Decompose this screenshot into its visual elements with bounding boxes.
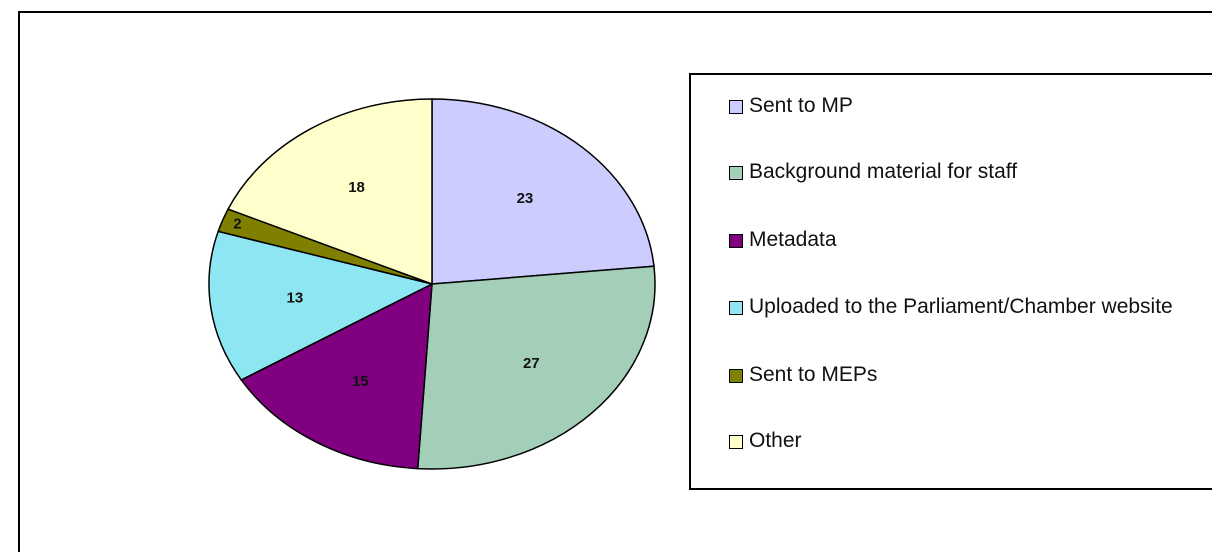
slice-value-label: 2 [233, 216, 241, 233]
legend: Sent to MP Background material for staff… [689, 73, 1212, 490]
slice-value-label: 18 [348, 179, 365, 196]
legend-item-sent-to-meps: Sent to MEPs [729, 362, 877, 388]
legend-label: Sent to MEPs [749, 363, 878, 386]
legend-swatch [729, 435, 743, 449]
legend-label: Uploaded to the Parliament/Chamber websi… [749, 295, 1173, 318]
slice-value-label: 23 [517, 190, 534, 207]
legend-label: Background material for staff [749, 160, 1018, 183]
pie-slice-metadata [240, 282, 433, 470]
pie-slice-other [227, 98, 433, 286]
legend-swatch [729, 234, 743, 248]
legend-item-other: Other [729, 428, 802, 454]
legend-item-background-material: Background material for staff [729, 159, 1017, 185]
pie-slice-uploaded-to-the-parliament-chamber-website [208, 230, 435, 381]
legend-swatch [729, 100, 743, 114]
pie-slice-background-material-for-staff [416, 265, 656, 470]
slice-value-label: 15 [352, 373, 369, 390]
legend-swatch [729, 301, 743, 315]
legend-swatch [729, 369, 743, 383]
slice-value-label: 27 [523, 355, 540, 372]
legend-item-metadata: Metadata [729, 227, 837, 253]
legend-label: Sent to MP [749, 94, 853, 117]
legend-swatch [729, 166, 743, 180]
legend-label: Other [749, 429, 802, 452]
legend-label: Metadata [749, 228, 837, 251]
pie-slice-sent-to-mp [431, 98, 655, 285]
slice-value-label: 13 [287, 290, 304, 307]
legend-item-sent-to-mp: Sent to MP [729, 93, 853, 119]
legend-item-uploaded: Uploaded to the Parliament/Chamber websi… [729, 294, 1189, 320]
